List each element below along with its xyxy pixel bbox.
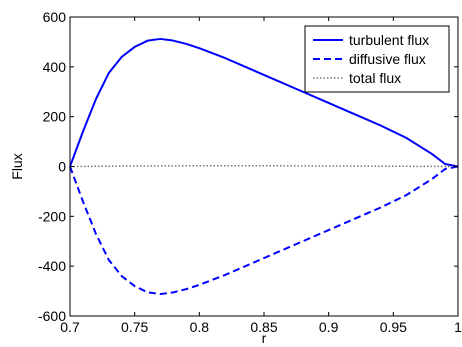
legend-label-total-flux: total flux [349,70,401,86]
y-tick-label: 400 [43,59,67,75]
y-tick-label: -400 [38,258,66,274]
x-tick-label: 0.95 [380,319,407,335]
y-tick-label: 600 [43,9,67,25]
x-axis-title: r [262,330,267,346]
x-tick-label: 1 [454,319,462,335]
series-line-total-flux [69,165,459,168]
x-tick-label: 0.9 [319,319,339,335]
y-tick-label: 0 [58,159,66,175]
y-axis-title: Flux [9,153,25,179]
legend-label-diffusive-flux: diffusive flux [349,51,426,67]
x-tick-label: 0.75 [121,319,148,335]
x-tick-label: 0.85 [250,319,277,335]
axis-ticks [69,16,459,317]
x-tick-label: 0.8 [190,319,210,335]
series-line-turbulent-flux [69,37,459,168]
legend: turbulent flux diffusive flux total flux [304,25,450,93]
y-tick-label: -600 [38,308,66,324]
legend-label-turbulent-flux: turbulent flux [349,32,429,48]
plot-lines [69,37,459,296]
series-line-diffusive-flux [69,165,459,296]
y-tick-label: 200 [43,109,67,125]
y-tick-label: -200 [38,208,66,224]
x-tick-label: 0.7 [60,319,80,335]
axis-tick-labels: 0.7 0.75 0.8 0.85 0.9 0.95 1 -600 -400 -200 0 200 40… [38,9,462,335]
